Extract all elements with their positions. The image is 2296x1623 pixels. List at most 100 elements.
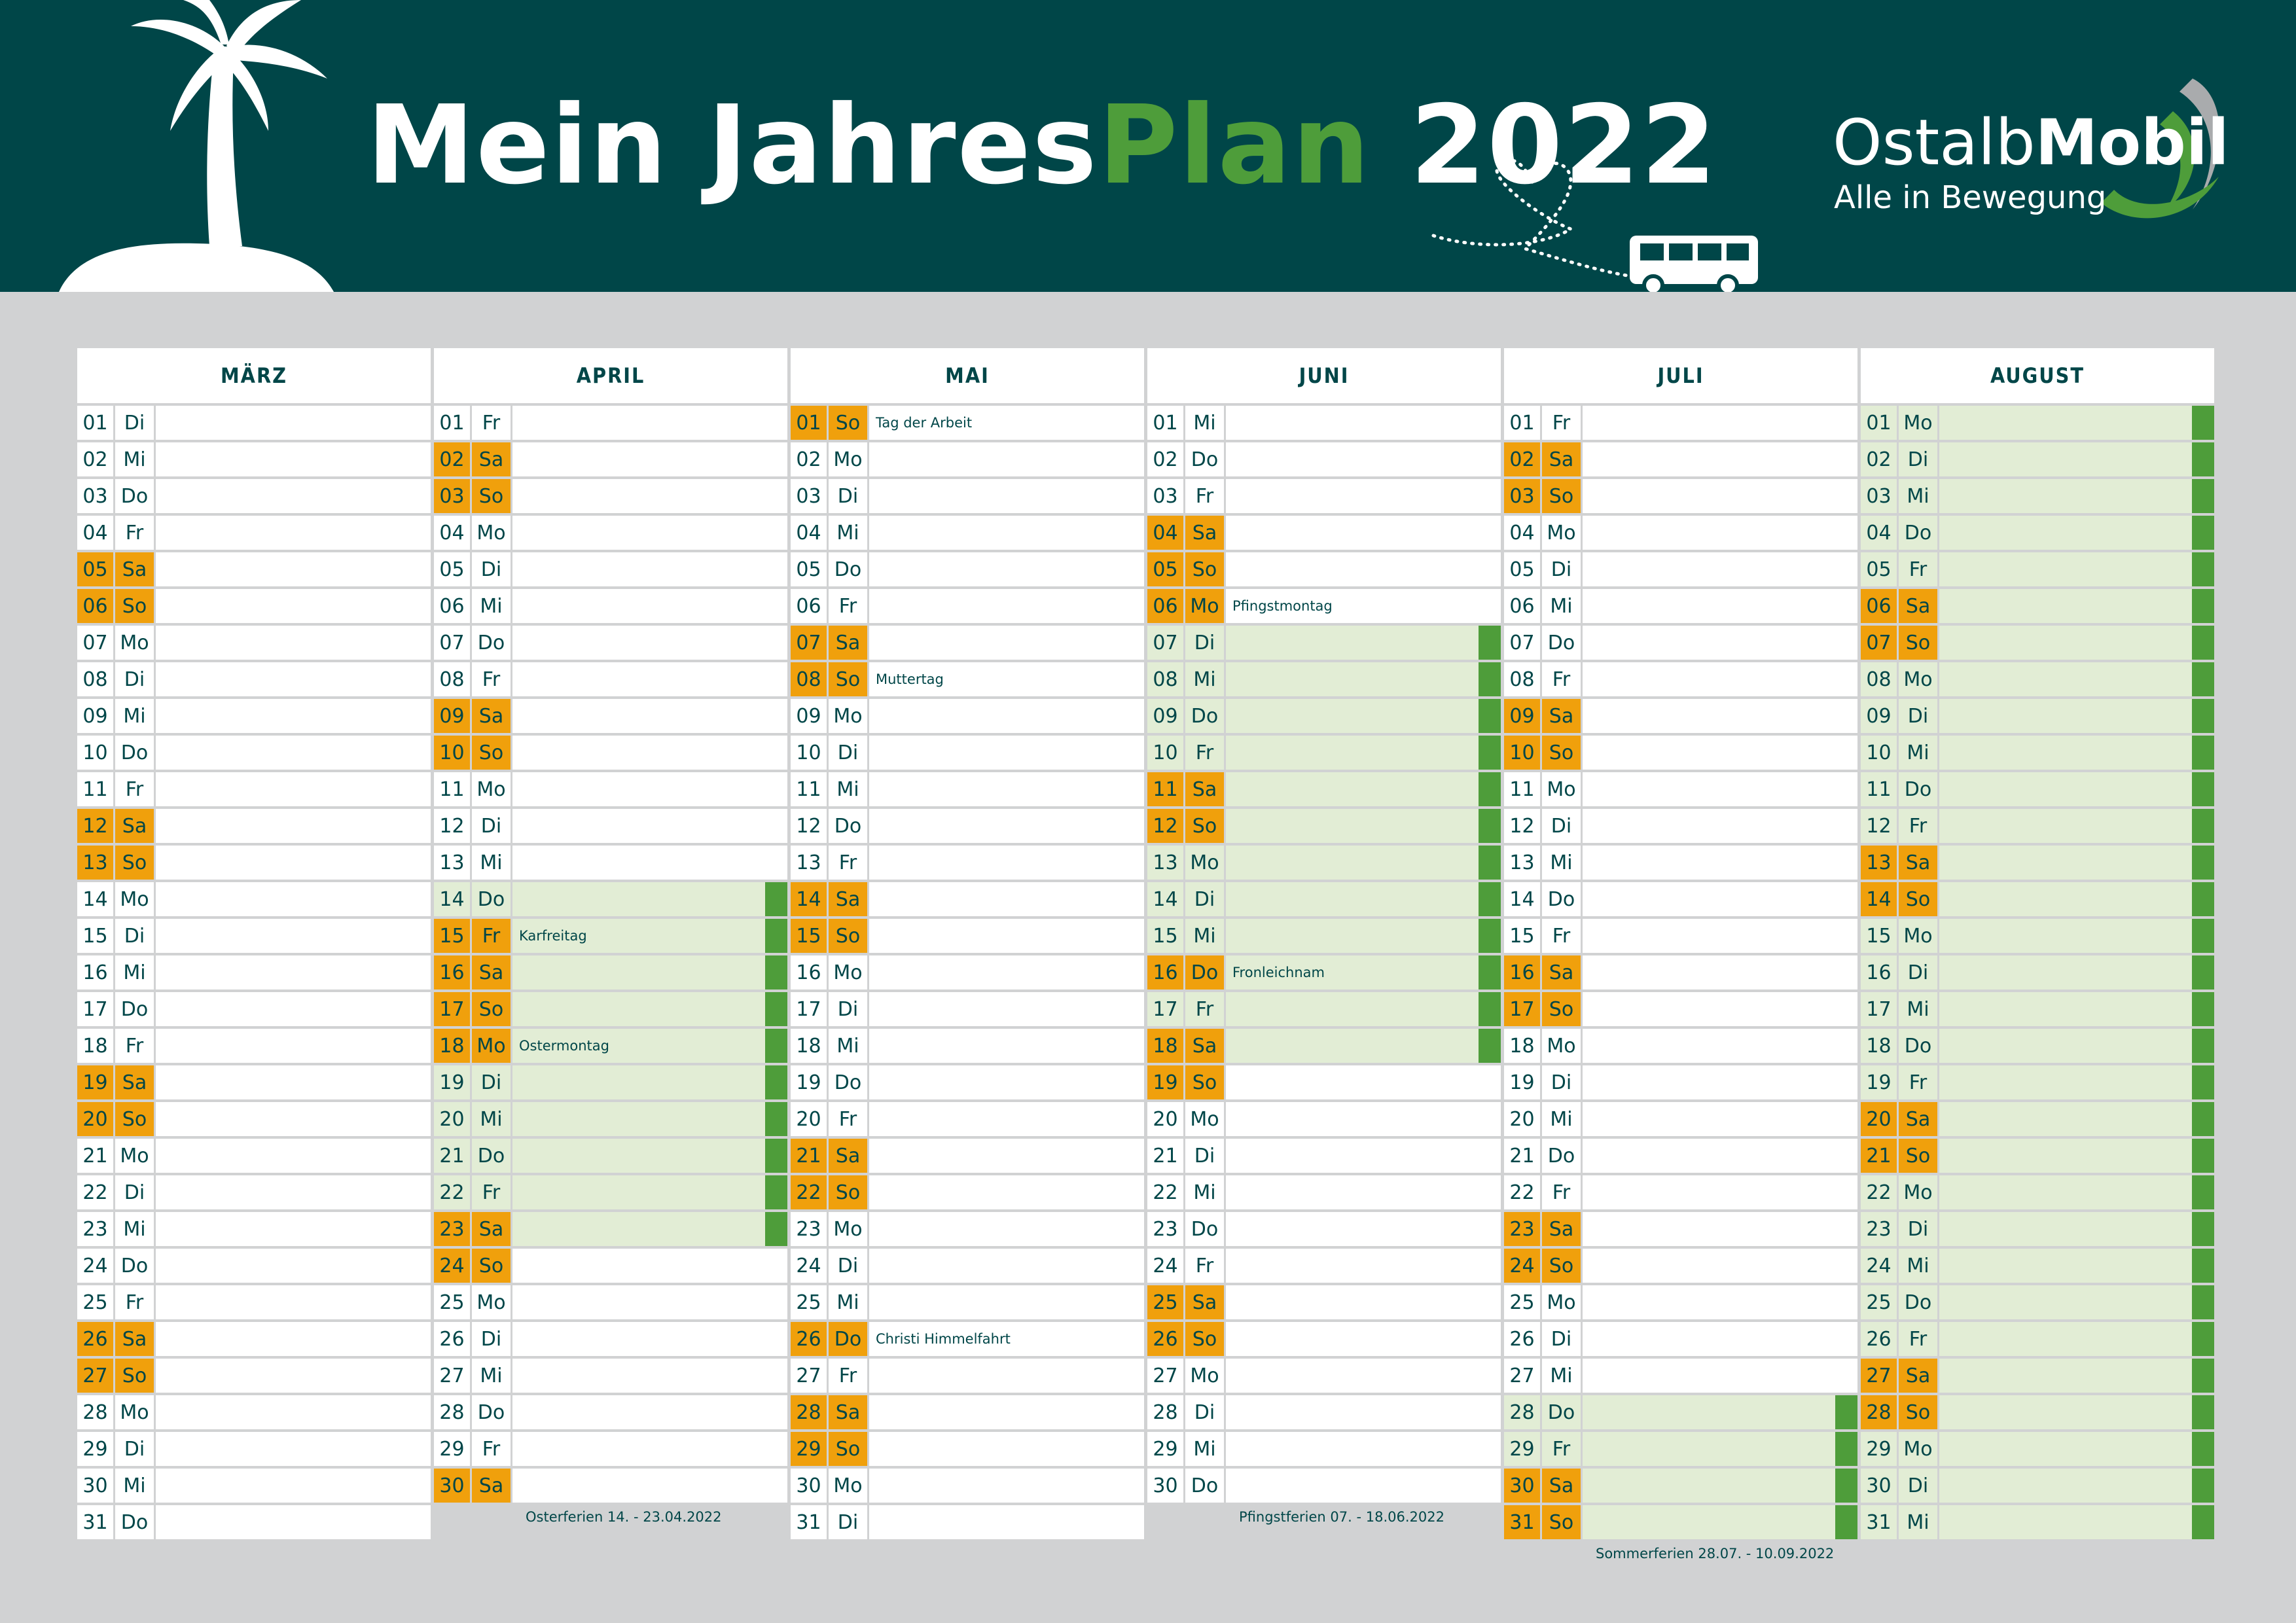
day-row: 30 Sa (1504, 1469, 1857, 1505)
day-number: 24 (77, 1249, 115, 1283)
day-number: 19 (77, 1065, 115, 1099)
weekday-label: Sa (829, 626, 869, 660)
weekday-label: Mo (829, 1469, 869, 1503)
day-number: 16 (77, 955, 115, 990)
vacation-marker (2192, 1175, 2214, 1209)
weekday-label: Mo (115, 882, 156, 916)
weekday-label: Di (1185, 626, 1226, 660)
day-row: 18 Mo (1504, 1029, 1857, 1065)
day-number: 05 (1861, 552, 1899, 586)
vacation-marker (1479, 662, 1501, 696)
day-row: 12 Do (791, 809, 1144, 846)
weekday-label: Do (829, 809, 869, 843)
weekday-label: Fr (1542, 1432, 1583, 1466)
day-number: 03 (1861, 479, 1899, 513)
weekday-label: Mo (1185, 1102, 1226, 1136)
vacation-marker (2192, 1029, 2214, 1063)
day-number: 23 (1504, 1212, 1542, 1246)
day-row: 05 Fr (1861, 552, 2214, 589)
day-row: 03 Do (77, 479, 431, 516)
vacation-marker (2192, 809, 2214, 843)
day-row: 05 Do (791, 552, 1144, 589)
weekday-label: Fr (1185, 1249, 1226, 1283)
day-row: 02 Mo (791, 442, 1144, 479)
weekday-label: Sa (1542, 442, 1583, 476)
day-row: 08 Di (77, 662, 431, 699)
day-number: 25 (77, 1285, 115, 1319)
day-row: 15 Mi (1147, 919, 1501, 955)
weekday-label: Di (829, 1505, 869, 1539)
day-row: 06 So (77, 589, 431, 626)
day-number: 26 (1861, 1322, 1899, 1356)
day-number: 13 (77, 846, 115, 880)
weekday-label: Fr (1185, 479, 1226, 513)
day-number: 17 (1861, 992, 1899, 1026)
weekday-label: Do (115, 1249, 156, 1283)
day-number: 09 (77, 699, 115, 733)
day-row: 13 Fr (791, 846, 1144, 882)
weekday-label: Mo (115, 626, 156, 660)
vacation-marker (765, 919, 787, 953)
vacation-marker (765, 992, 787, 1026)
day-row: 31 Do (77, 1505, 431, 1542)
day-number: 29 (77, 1432, 115, 1466)
weekday-label: Do (115, 479, 156, 513)
day-row: 08 So Muttertag (791, 662, 1144, 699)
day-number: 19 (791, 1065, 829, 1099)
day-row: 21 Sa (791, 1139, 1144, 1175)
day-number: 02 (1861, 442, 1899, 476)
day-number: 03 (77, 479, 115, 513)
day-row: 12 So (1147, 809, 1501, 846)
weekday-label: Mi (472, 589, 512, 623)
day-row: 11 Fr (77, 772, 431, 809)
day-number: 29 (1147, 1432, 1185, 1466)
weekday-label: Mo (472, 1285, 512, 1319)
day-number: 07 (1504, 626, 1542, 660)
day-row: 19 Sa (77, 1065, 431, 1102)
weekday-label: Mo (472, 772, 512, 806)
vacation-marker (2192, 955, 2214, 990)
bus-icon (1630, 236, 1758, 292)
day-number: 07 (434, 626, 472, 660)
day-row: 29 Fr (434, 1432, 787, 1469)
day-row: 20 Mi (1504, 1102, 1857, 1139)
vacation-marker (765, 1175, 787, 1209)
weekday-label: Sa (115, 1065, 156, 1099)
day-number: 06 (1861, 589, 1899, 623)
day-row: 24 Di (791, 1249, 1144, 1285)
day-number: 05 (1504, 552, 1542, 586)
day-row: 05 Di (1504, 552, 1857, 589)
weekday-label: Mo (1542, 1285, 1583, 1319)
day-number: 15 (791, 919, 829, 953)
vacation-marker (1835, 1505, 1857, 1539)
weekday-label: Fr (115, 772, 156, 806)
day-row: 16 Mi (77, 955, 431, 992)
weekday-label: Mi (1185, 406, 1226, 440)
day-row: 22 So (791, 1175, 1144, 1212)
weekday-label: Fr (1542, 919, 1583, 953)
day-number: 26 (1504, 1322, 1542, 1356)
day-row: 31 Mi (1861, 1505, 2214, 1542)
weekday-label: Do (1185, 442, 1226, 476)
weekday-label: So (1542, 736, 1583, 770)
day-row: 14 Sa (791, 882, 1144, 919)
day-number: 23 (434, 1212, 472, 1246)
weekday-label: Mo (1185, 1359, 1226, 1393)
weekday-label: Mo (472, 1029, 512, 1063)
vacation-marker (1479, 809, 1501, 843)
day-row: 02 Di (1861, 442, 2214, 479)
day-number: 10 (1147, 736, 1185, 770)
weekday-label: Mi (1185, 1175, 1226, 1209)
day-row: 26 So (1147, 1322, 1501, 1359)
day-row: 10 So (1504, 736, 1857, 772)
day-number: 15 (1504, 919, 1542, 953)
day-row: 09 Di (1861, 699, 2214, 736)
day-number: 04 (77, 516, 115, 550)
day-number: 08 (77, 662, 115, 696)
weekday-label: So (1542, 1505, 1583, 1539)
day-row: 06 Mi (434, 589, 787, 626)
weekday-label: So (472, 736, 512, 770)
day-number: 04 (1504, 516, 1542, 550)
weekday-label: Sa (1542, 1469, 1583, 1503)
day-number: 29 (434, 1432, 472, 1466)
